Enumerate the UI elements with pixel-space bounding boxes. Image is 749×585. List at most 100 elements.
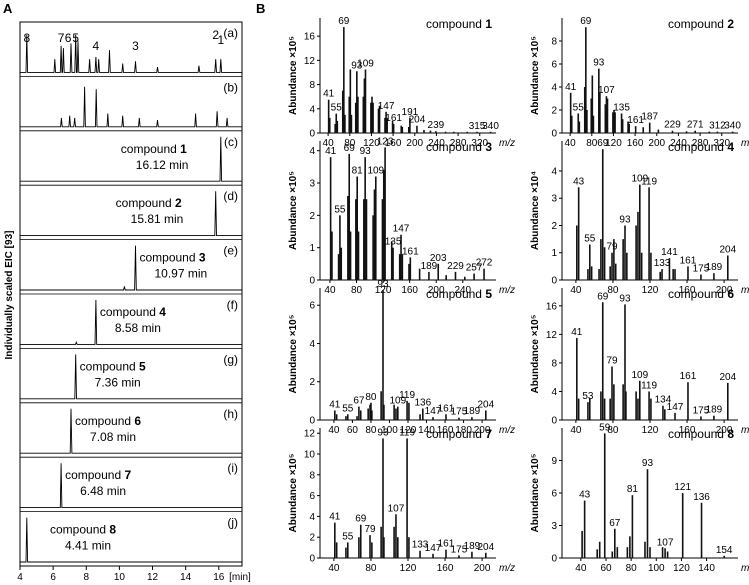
peak-label: 41 (329, 399, 341, 410)
compound-word: compound (426, 287, 485, 301)
x-tick-label: 80 (365, 563, 377, 574)
peak-label: 161 (385, 113, 402, 124)
x-tick-label: 60 (347, 425, 359, 436)
retention-time: 8.58 min (115, 321, 161, 335)
y-tick-label: 16 (304, 32, 316, 43)
retention-time: 15.81 min (131, 212, 184, 226)
peak-label: 135 (385, 237, 402, 248)
chromatogram-trace (20, 408, 242, 454)
y-tick-label: 2 (551, 221, 557, 232)
peak-label: 119 (641, 176, 657, 187)
peak-label: 109 (631, 370, 648, 381)
retention-time: 10.97 min (154, 267, 207, 281)
peak-label: 161 (627, 115, 644, 126)
x-tick-label: 8 (83, 572, 89, 583)
y-tick-label: 2 (309, 533, 315, 544)
compound-label: compound 7 (65, 468, 131, 482)
trace-label: (f) (227, 298, 238, 312)
compound-number: 4 (727, 140, 734, 154)
y-tick-label: 12 (304, 56, 316, 67)
peak-label: 107 (388, 503, 405, 514)
peak-label: 340 (724, 121, 741, 132)
compound-word: compound (139, 251, 198, 265)
peak-label: 107 (657, 537, 674, 548)
trace-label: (b) (223, 80, 238, 94)
mass-spectrum-1: 0 4 8 12 16 40 80 120 160 200 240 280 320 m/z Abundanc… (288, 16, 515, 149)
x-tick-label: 80 (351, 285, 363, 296)
x-tick-label: 200 (428, 285, 445, 296)
x-tick-label: 200 (716, 425, 733, 436)
spectrum-title: compound 3 (426, 140, 492, 154)
x-tick-label: 200 (406, 138, 423, 149)
y-tick-label: 6 (551, 489, 557, 500)
mass-spectrum-7: 0 2 4 6 8 10 12 40 80 120 160 200 m/z Abundance ×10⁵ 9… (288, 427, 515, 574)
y-axis-label: Abundance ×10⁵ (288, 314, 299, 393)
peak-label: 161 (438, 539, 455, 550)
chromatogram-trace (20, 34, 242, 73)
trace-label: (a) (223, 26, 238, 40)
compound-number: 7 (124, 468, 131, 482)
peak-label: 69 (597, 291, 609, 302)
y-tick-label: 6 (551, 60, 557, 71)
peak-label: 55 (573, 102, 585, 113)
peak-label: 79 (606, 242, 618, 253)
peak-label: 109 (367, 166, 384, 177)
peak-label: 315 (469, 121, 486, 132)
y-tick-label: 2 (309, 211, 315, 222)
y-tick-label: 8 (551, 37, 557, 48)
x-tick-label: 80 (365, 425, 377, 436)
y-tick-label: 2 (309, 377, 315, 388)
peak-label: 204 (409, 115, 426, 126)
x-tick-label: 200 (474, 425, 491, 436)
peak-label: 93 (619, 293, 631, 304)
peak-label: 79 (606, 355, 618, 366)
chromatogram-trace (20, 136, 242, 182)
compound-number: 5 (485, 287, 492, 301)
peak-annotation: 5 (72, 31, 79, 45)
peak-label: 55 (584, 234, 596, 245)
retention-time: 4.41 min (65, 539, 111, 553)
peak-label: 175 (693, 264, 710, 275)
y-axis-label: Abundance ×10⁵ (288, 171, 299, 250)
x-axis-label: m/z (499, 138, 515, 149)
peak-label: 80 (365, 392, 377, 403)
peak-label: 161 (680, 255, 697, 266)
x-tick-label: 280 (450, 138, 467, 149)
compound-word: compound (668, 140, 727, 154)
peak-label: 93 (360, 146, 372, 157)
x-tick-label: 80 (607, 425, 619, 436)
y-tick-label: 12 (546, 330, 558, 341)
x-tick-label: 120 (605, 138, 622, 149)
spectrum-title: compound 1 (426, 17, 492, 31)
x-tick-label: 10 (114, 572, 126, 583)
x-tick-label: 80 (607, 285, 619, 296)
panel-label-a: A (3, 1, 13, 16)
x-tick-label: 160 (437, 563, 454, 574)
panel-label-b: B (256, 1, 265, 16)
peak-label: 119 (399, 390, 415, 401)
compound-word: compound (668, 17, 727, 31)
peak-label: 154 (716, 545, 733, 556)
y-tick-label: 12 (304, 429, 316, 440)
x-tick-label: 120 (673, 563, 690, 574)
x-tick-label: 280 (692, 138, 709, 149)
x-tick-label: 80 (344, 138, 356, 149)
peak-label: 271 (687, 120, 704, 131)
mass-spectrum-6: 0 4 8 12 16 40 80 120 160 200 m/z Abundance ×10⁵ 41 5… (530, 287, 749, 436)
x-tick-label: 100 (648, 563, 665, 574)
compound-number: 7 (485, 427, 492, 441)
trace-label: (j) (227, 516, 238, 530)
x-tick-label: 160 (679, 285, 696, 296)
peak-label: 229 (664, 120, 681, 131)
y-axis-label: Abundance ×10⁴ (530, 171, 541, 250)
x-tick-label: 6 (50, 572, 56, 583)
x-axis-label: m/z (741, 425, 749, 436)
x-tick-label: 140 (418, 425, 435, 436)
peak-label: 93 (642, 458, 654, 469)
y-axis-label: Abundance ×10⁵ (288, 453, 299, 532)
peak-label: 175 (451, 407, 468, 418)
x-axis-label: m/z (741, 563, 749, 574)
x-tick-label: 40 (323, 138, 335, 149)
x-tick-label: 16 (213, 572, 225, 583)
compound-number: 4 (159, 305, 166, 319)
